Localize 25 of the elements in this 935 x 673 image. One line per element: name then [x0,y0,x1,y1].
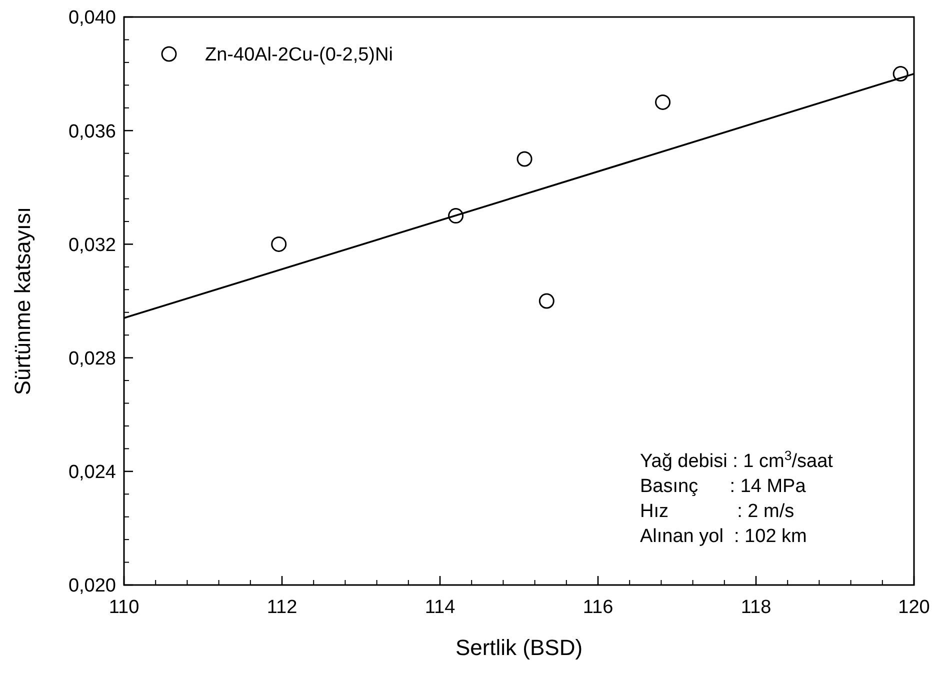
point [516,151,532,167]
y-tick-label: 0,024 [68,462,116,484]
x-tick-label: 116 [582,597,614,618]
x-tick-label: 118 [740,597,772,618]
annotation: Yağ debisi : 1 cm$^{3}$/saat [640,448,834,472]
legend-label: Zn-40Al-2Cu-(0-2,5)Ni [205,44,393,66]
y-tick-label: 0,040 [68,8,116,29]
y-tick-label: 0,036 [68,121,116,142]
point [538,293,554,309]
annotation: Alınan yol : 102 km [640,526,807,547]
y-tick-label: 0,032 [68,234,116,256]
x-tick-label: 112 [266,597,298,618]
y-axis-title: Sürtünme katsayısı [10,206,35,396]
x-tick-label: 114 [424,597,456,618]
point [448,208,464,224]
x-tick-label: 120 [898,597,930,618]
point [655,94,671,110]
x-tick-label: 110 [108,597,140,618]
point [271,236,287,252]
y-tick-label: 0,020 [68,576,116,597]
point [892,66,908,82]
x-axis-title: Sertlik (BSD) [455,635,583,660]
annotation: Basınç : 14 MPa [640,476,806,497]
y-tick-label: 0,028 [68,348,116,370]
annotation: Hız : 2 m/s [640,501,794,522]
